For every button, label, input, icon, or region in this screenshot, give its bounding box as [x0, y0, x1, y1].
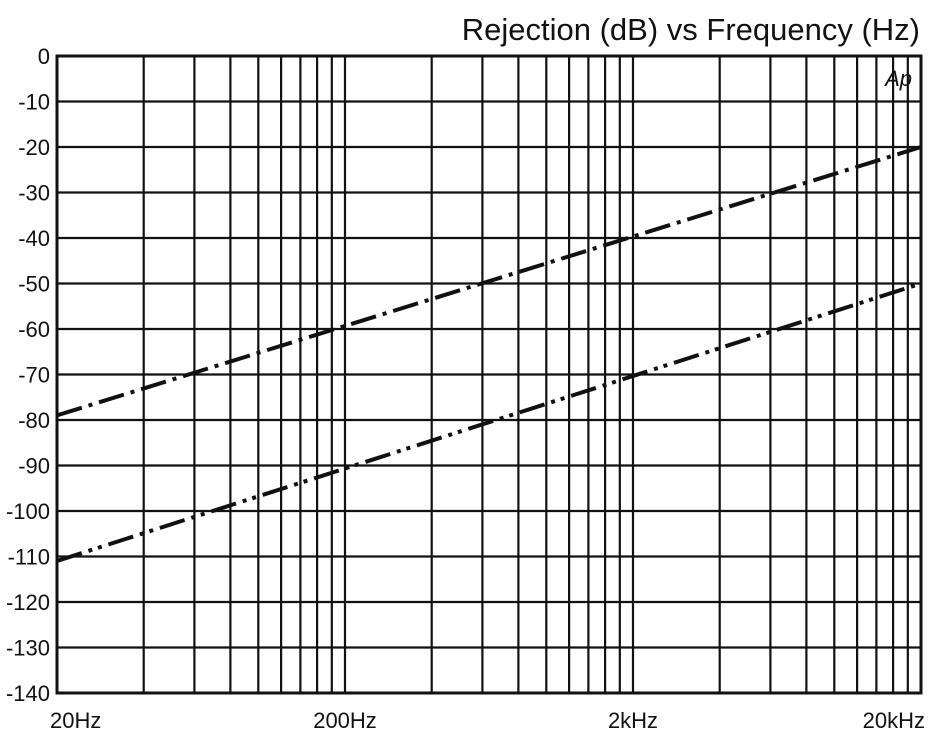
y-tick-label: 0	[38, 44, 50, 69]
y-tick-label: -80	[18, 408, 50, 433]
ap-logo: Ap	[883, 66, 912, 91]
chart-title: Rejection (dB) vs Frequency (Hz)	[462, 12, 920, 47]
tick-labels: 0 -10 -20 -30 -40 -50 -60 -70 -80 -90 -100 -110 -120…	[6, 44, 925, 733]
y-tick-label: -10	[18, 90, 50, 115]
series-line-2	[56, 281, 922, 563]
y-tick-label: -30	[18, 181, 50, 206]
y-tick-label: -110	[8, 545, 50, 570]
plot-frame	[55, 54, 923, 695]
y-tick-label: -70	[18, 363, 50, 388]
y-tick-label: -90	[18, 454, 50, 479]
y-tick-label: -120	[6, 590, 50, 615]
y-tick-label: -20	[18, 135, 50, 160]
y-tick-label: -40	[18, 226, 50, 251]
y-tick-label: -100	[6, 499, 50, 524]
series-layer	[56, 145, 922, 563]
y-tick-label: -140	[6, 681, 50, 706]
x-tick-label: 20Hz	[50, 708, 101, 733]
y-tick-label: -50	[18, 272, 50, 297]
x-tick-label: 20kHz	[863, 708, 925, 733]
x-tick-label: 200Hz	[313, 708, 377, 733]
y-tick-label: -60	[18, 317, 50, 342]
y-tick-label: -130	[6, 636, 50, 661]
series-line-1	[56, 145, 922, 418]
x-tick-label: 2kHz	[608, 708, 658, 733]
